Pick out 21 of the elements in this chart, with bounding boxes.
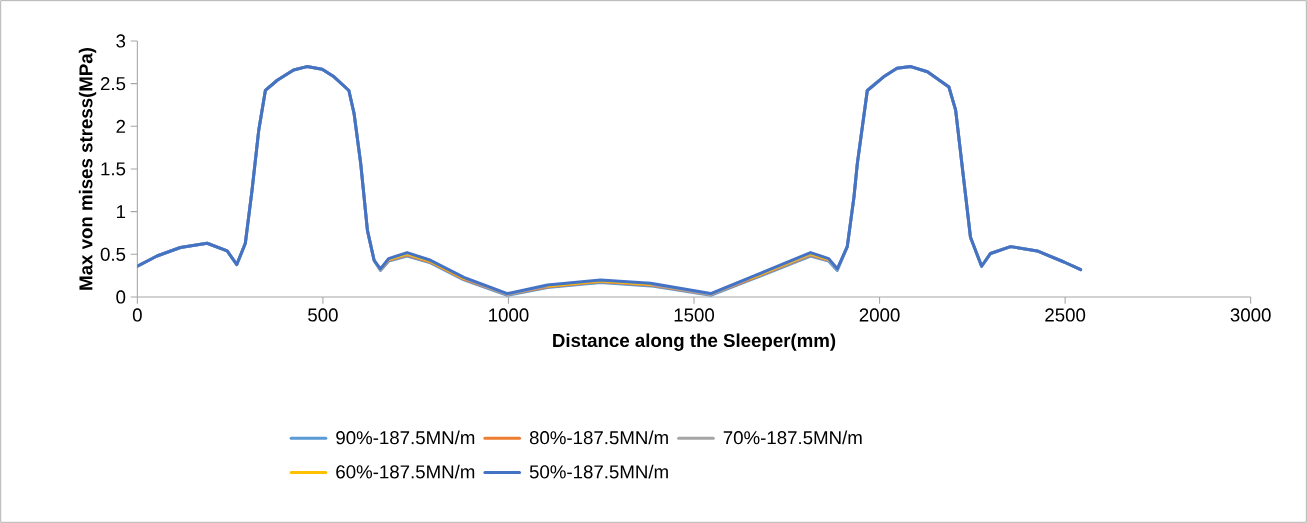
y-tick-label: 3 xyxy=(116,34,126,48)
x-tick-label: 2500 xyxy=(1045,308,1086,322)
y-tick-label: 2.5 xyxy=(100,77,126,91)
x-tick-label: 1500 xyxy=(674,308,715,322)
legend-label: 80%-187.5MN/m xyxy=(529,430,668,445)
legend-label: 70%-187.5MN/m xyxy=(723,430,862,445)
x-tick-label: 0 xyxy=(132,308,142,322)
y-tick-label: 1.5 xyxy=(101,162,126,176)
legend-label: 50%-187.5MN/m xyxy=(529,464,668,479)
y-tick-label: 0.5 xyxy=(100,247,126,261)
x-tick-label: 1000 xyxy=(489,308,529,322)
x-tick-label: 500 xyxy=(308,308,338,322)
y-tick-label: 1 xyxy=(117,205,126,219)
y-axis-title: Max von mises stress(MPa) xyxy=(78,48,97,290)
x-tick-label: 3000 xyxy=(1230,308,1271,322)
legend-label: 90%-187.5MN/m xyxy=(336,430,475,445)
y-tick-label: 0 xyxy=(116,290,126,304)
y-tick-label: 2 xyxy=(116,119,126,133)
x-tick-label: 2000 xyxy=(859,308,900,322)
x-axis-title: Distance along the Sleeper(mm) xyxy=(553,333,836,351)
legend-label: 60%-187.5MN/m xyxy=(336,464,475,479)
